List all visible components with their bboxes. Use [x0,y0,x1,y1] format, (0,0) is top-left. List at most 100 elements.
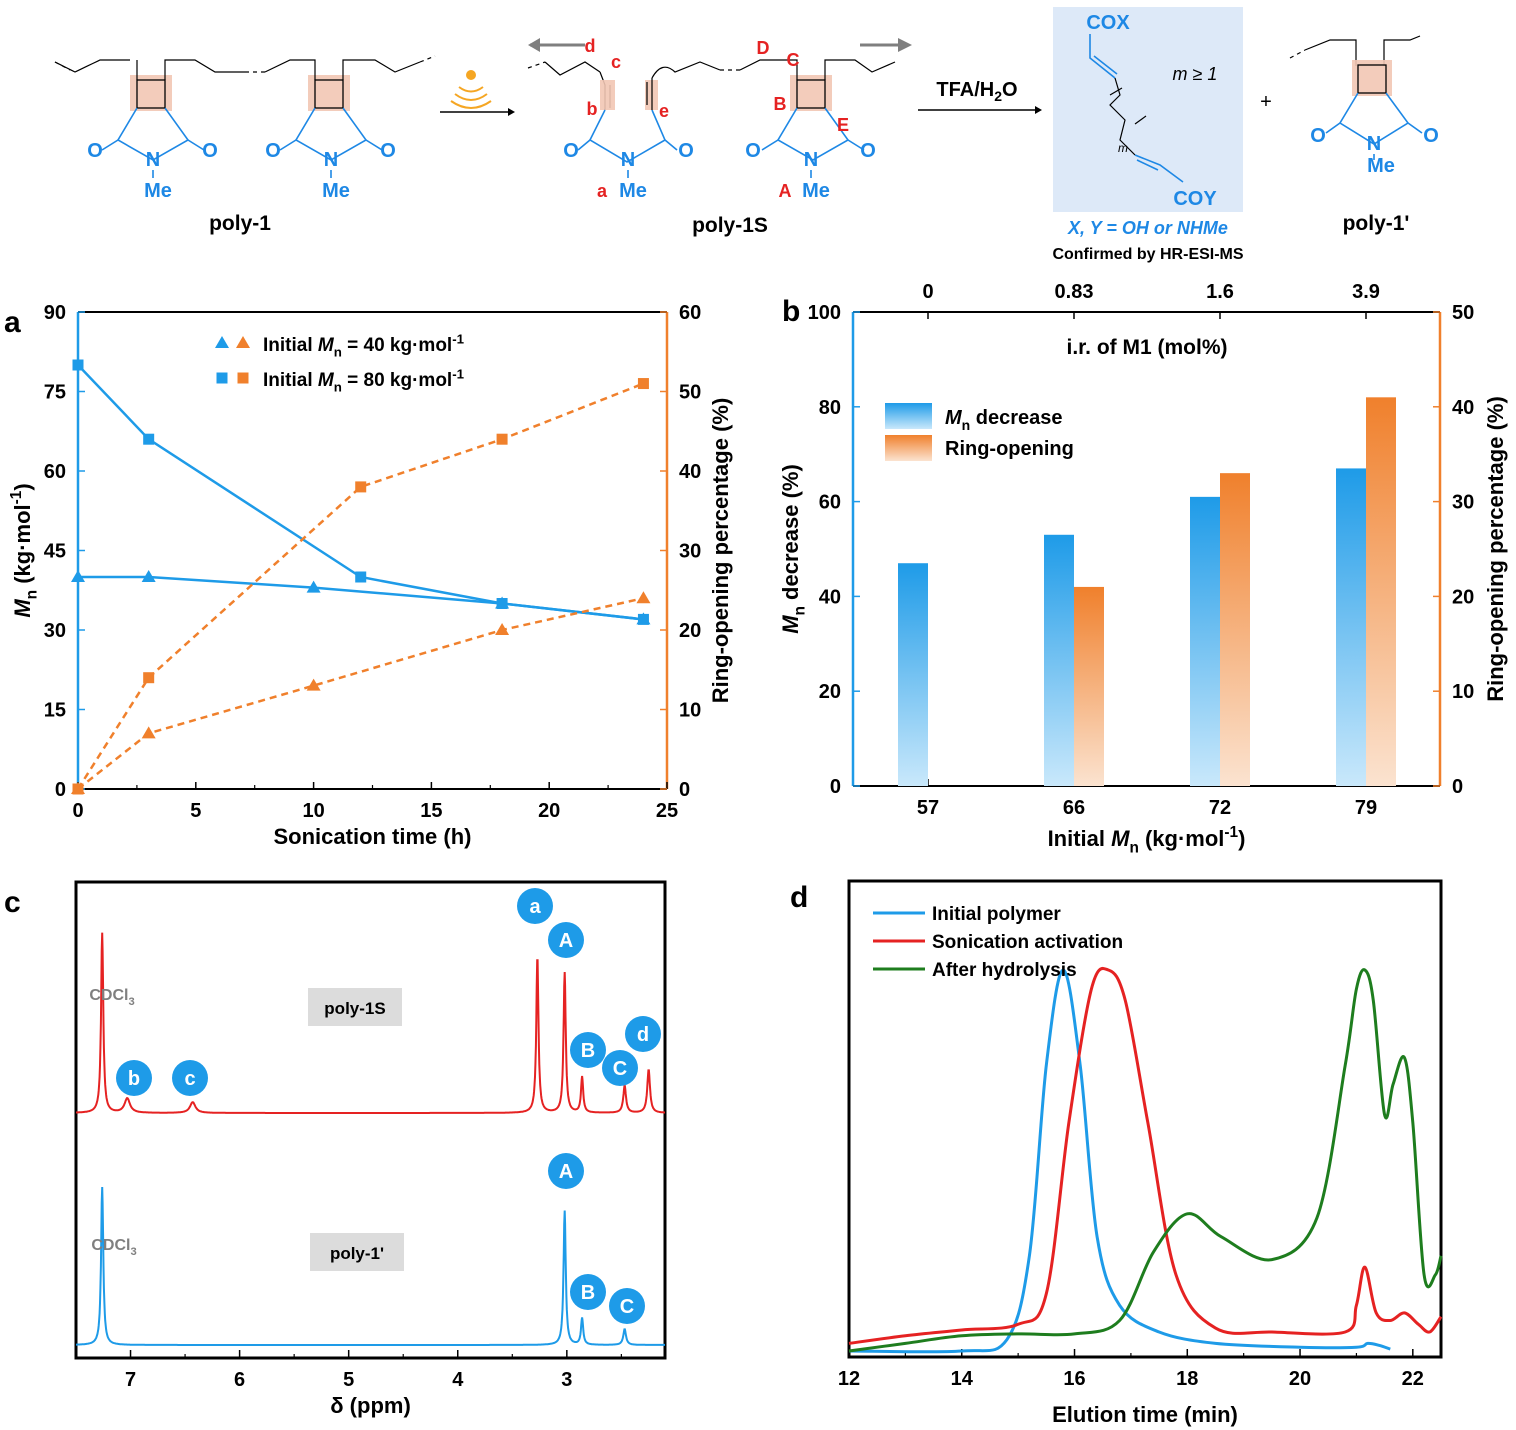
bar-mn-decrease-1 [1044,534,1074,786]
peak-annotation-circle-a [517,888,553,924]
y-right-tick-label: 40 [1452,397,1474,419]
site-label-D: D [757,38,770,58]
x-axis-title: Elution time (min) [1052,1402,1238,1427]
plot-frame [847,879,1443,1359]
y-left-tick-label: 0 [830,776,841,798]
panel-b-chart: 57 0 66 0.83 72 1.6 79 3.9 i.r. of M1 (mol%) 0 20 4… [778,281,1508,857]
bar-mn-decrease-2 [1190,496,1220,786]
x-tick-label: 14 [951,1368,974,1390]
atom-n: N [324,149,338,171]
data-point-0-0 [71,570,85,582]
bar-ring-opening-3 [1366,397,1396,786]
poly-1-label: poly-1 [209,212,271,235]
data-point-1-2 [355,571,367,583]
panel-letter-b: b [782,295,800,328]
series-line-2 [77,596,644,790]
poly-1-structure: O O N Me O O N Me poly-1 [54,55,436,235]
data-point-1-3 [496,598,508,609]
coy-label: COY [1173,188,1217,210]
x-tick-label: 18 [1176,1368,1198,1390]
panel-a-chart: 0 5 10 15 20 2501530456075900102030405060Soni… [8,302,733,849]
ultrasound-icon [450,70,492,109]
data-point-1-4 [637,613,649,625]
x-tick-label: 7 [125,1369,136,1391]
y-right-tick-label: 40 [679,461,701,483]
category-label-3: 79 [1355,797,1377,819]
plot-frame [74,880,667,1360]
y-left-tick-label: 30 [44,620,66,642]
poly-1s-label: poly-1S [692,214,768,237]
series-line-3 [76,382,644,790]
spectrum-tag-0: poly-1S [324,999,385,1018]
atom-o: O [87,140,103,162]
atom-o: O [380,140,396,162]
atom-o: O [678,140,694,162]
atom-o: O [265,140,281,162]
bar-ring-opening-1 [1074,586,1104,786]
y-left-tick-label: 40 [819,586,841,608]
x-tick-label: 3 [561,1369,572,1391]
y-right-tick-label: 0 [679,779,690,801]
x-axis-title: δ (ppm) [330,1393,411,1418]
peak-annotation-circle-A [548,922,584,958]
atom-o: O [563,140,579,162]
data-point-3-3 [496,433,508,445]
y-left-tick-label: 20 [819,681,841,703]
top-tick-label-0: 0 [922,281,933,303]
x-tick-label: 22 [1402,1368,1424,1390]
y-right-axis-title: Ring-opening percentage (%) [1483,396,1508,702]
data-point-2-2 [306,678,321,691]
trace-0 [848,968,1391,1354]
data-point-3-1 [143,672,155,684]
x-tick-label: 25 [656,800,678,822]
x-tick-label: 4 [452,1369,464,1391]
atom-n: N [146,149,160,171]
data-point-2-3 [495,623,510,635]
data-point-1-0 [72,359,84,371]
peak-annotation-B: B [581,1282,595,1304]
top-tick-label-2: 1.6 [1206,281,1234,303]
y-right-tick-label: 30 [1452,492,1474,514]
legend-label-0: Initial polymer [932,904,1061,925]
peak-annotation-circle-B [570,1032,606,1068]
x-axis-title: Sonication time (h) [274,824,472,849]
peak-annotation-C: C [613,1058,627,1080]
cox-label: COX [1086,12,1130,34]
legend-swatch-orange [885,435,932,461]
poly-1prime-label: poly-1' [1343,212,1410,235]
x-tick-label: 20 [538,800,560,822]
atom-me: Me [619,180,647,202]
spectrum-0 [76,932,665,1114]
peak-annotation-C: C [620,1296,634,1318]
site-label-e: e [659,101,669,121]
legend-marker-blue-0 [215,336,229,348]
atom-o: O [1310,125,1326,147]
x-tick-label: 12 [838,1368,860,1390]
site-label-c: c [611,52,621,72]
x-tick-label: 10 [302,800,324,822]
peak-annotation-d: d [637,1024,649,1046]
poly-1prime-structure: O O N Me poly-1' [1289,35,1439,235]
poly-1s-structure: O O N Me a b c d e O O N Me A B C D E po… [527,36,912,237]
legend-marker-orange-1 [237,372,249,384]
reagent-label: TFA/H2O [936,79,1017,104]
top-tick-label-3: 3.9 [1352,281,1380,303]
site-label-E: E [837,115,849,135]
top-tick-label-1: 0.83 [1055,281,1094,303]
atom-n: N [804,149,818,171]
legend: Mn decrease Ring-opening [885,403,1074,461]
panel-d-chart: 12 14 16 18 20 22 Elution time (min) Initial po… [838,879,1443,1427]
atom-o: O [860,140,876,162]
xy-note: X, Y = OH or NHMe [1067,218,1228,238]
y-right-tick-label: 30 [679,541,701,563]
x-tick-label: 0 [72,800,83,822]
m-repeat-label: m [1118,141,1128,155]
y-right-tick-label: 10 [1452,681,1474,703]
data-point-3-0 [72,783,84,795]
m-condition: m ≥ 1 [1173,64,1218,84]
hydrolysis-product: COX COY m ≥ 1 m X, Y = OH or NHMe Confir… [1052,7,1244,263]
x-tick-label: 16 [1063,1368,1085,1390]
site-label-C: C [787,50,800,70]
